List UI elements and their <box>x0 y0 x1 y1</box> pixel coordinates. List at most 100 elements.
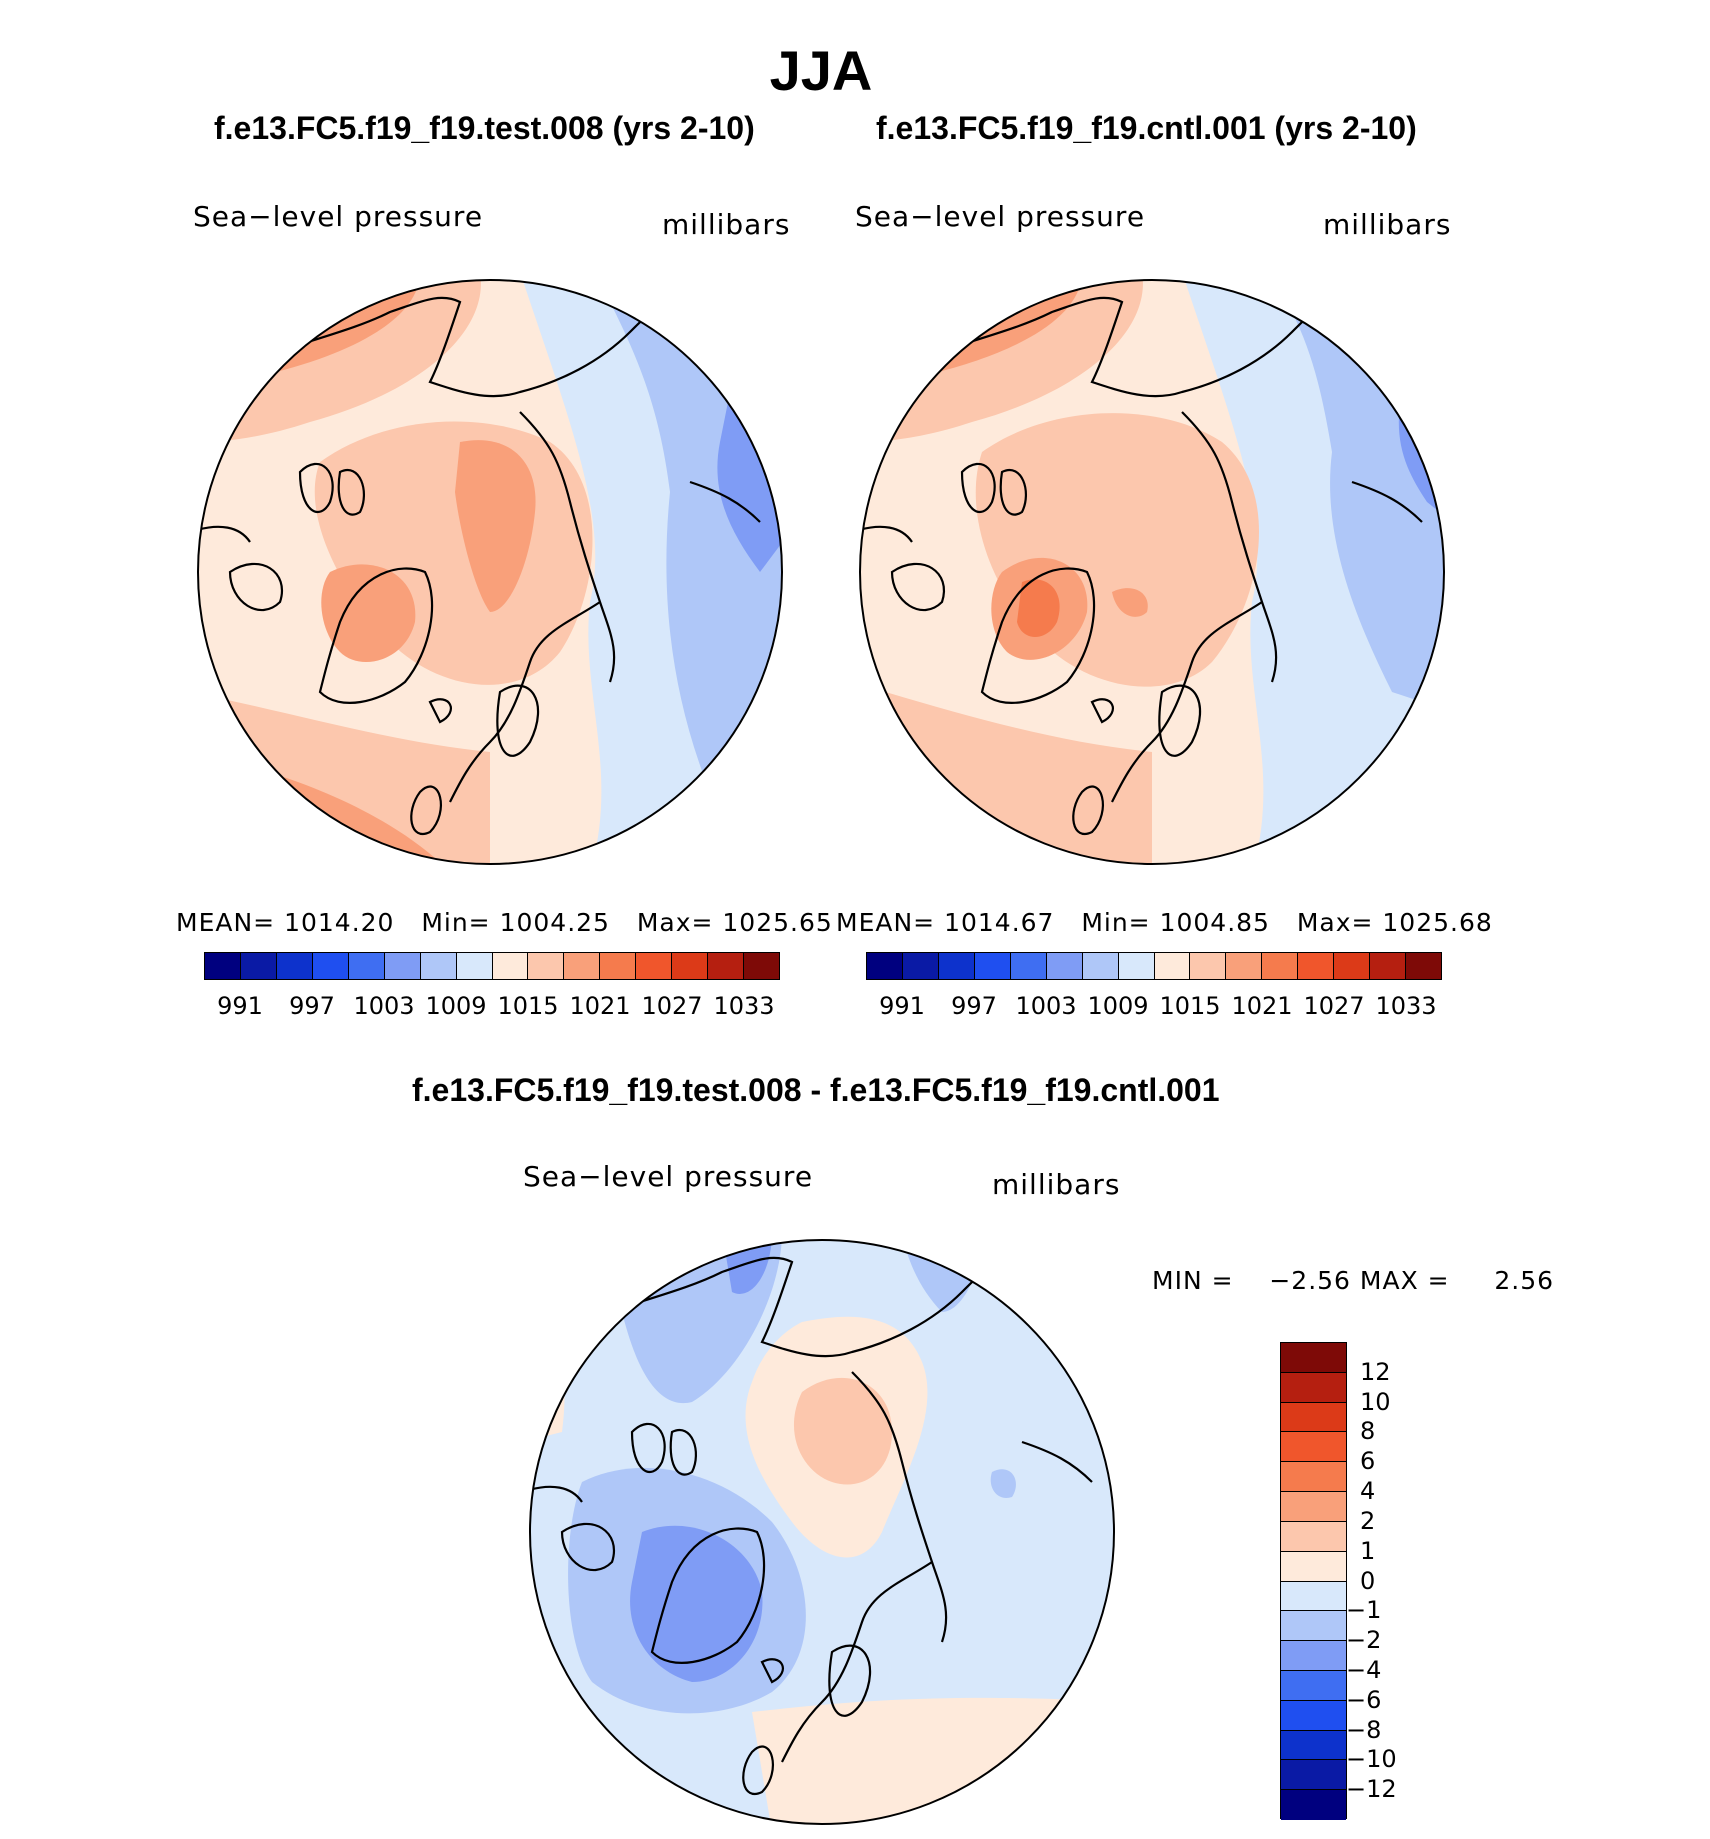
difference-tick-label: 4 <box>1360 1477 1376 1506</box>
difference-color-swatch <box>1281 1551 1346 1582</box>
negative-anomaly-core <box>630 1525 763 1682</box>
coastlines <box>198 296 761 836</box>
panel-1-map <box>197 279 783 865</box>
difference-tick-label: −2 <box>1346 1626 1382 1655</box>
mean-label: MEAN= <box>176 908 276 937</box>
min-label: Min= <box>1081 908 1151 937</box>
high-pressure-core <box>455 440 536 612</box>
negative-anomaly <box>990 1469 1016 1498</box>
difference-color-swatch <box>1281 1611 1346 1642</box>
difference-color-swatch <box>1281 1730 1346 1761</box>
panel-2-tick-label: 1009 <box>1087 992 1149 1020</box>
map-boundary <box>859 279 1445 865</box>
panel-2-color-swatch <box>1262 953 1299 979</box>
panel-1-color-swatch <box>456 953 493 979</box>
panel-1-variable: Sea−level pressure <box>193 200 484 233</box>
panel-2-color-swatch <box>902 953 939 979</box>
panel-2-color-swatch <box>1118 953 1155 979</box>
min-value: −2.56 <box>1269 1266 1351 1295</box>
panel-1-tick-label: 997 <box>289 992 335 1020</box>
panel-1-color-swatch <box>744 953 779 979</box>
panel-2-tick-label: 1015 <box>1159 992 1221 1020</box>
difference-colorbar-ticks: 12 10 8 6 4 2 1 0 −1 −2 −4 −6 −8 −10 −12 <box>1346 1342 1460 1819</box>
panel-1-color-swatch <box>205 953 241 979</box>
panel-1-color-swatch <box>420 953 457 979</box>
panel-1-color-swatch <box>348 953 385 979</box>
panel-2-color-swatch <box>974 953 1011 979</box>
difference-tick-label: 0 <box>1360 1566 1376 1595</box>
panel-1-stats: MEAN= 1014.20 Min= 1004.25 Max= 1025.65 <box>176 908 833 937</box>
difference-tick-label: −6 <box>1346 1685 1382 1714</box>
mean-value: 1014.20 <box>284 908 395 937</box>
panel-2-color-swatch <box>1010 953 1047 979</box>
panel-1-tick-label: 1003 <box>353 992 415 1020</box>
panel-1-color-swatch <box>672 953 709 979</box>
panel-1-color-swatch <box>312 953 349 979</box>
panel-1-tick-label: 1021 <box>569 992 631 1020</box>
panel-1-color-swatch <box>564 953 601 979</box>
figure-title: JJA <box>769 39 873 102</box>
difference-tick-label: 10 <box>1360 1387 1391 1416</box>
panel-2-units: millibars <box>1323 208 1452 241</box>
difference-color-swatch <box>1281 1700 1346 1731</box>
difference-color-swatch <box>1281 1581 1346 1612</box>
difference-color-swatch <box>1281 1641 1346 1671</box>
panel-2-stats: MEAN= 1014.67 Min= 1004.85 Max= 1025.68 <box>836 908 1493 937</box>
mean-value: 1014.67 <box>944 908 1055 937</box>
panel-2-title: f.e13.FC5.f19_f19.cntl.001 (yrs 2-10) <box>876 110 1417 146</box>
panel-2-colorbar <box>866 952 1442 980</box>
difference-color-swatch <box>1281 1402 1346 1433</box>
difference-tick-label: 2 <box>1360 1506 1376 1535</box>
min-label: Min= <box>421 908 491 937</box>
max-value: 1025.65 <box>722 908 833 937</box>
map-boundary <box>197 279 783 865</box>
max-label: MAX = <box>1359 1266 1450 1295</box>
difference-color-swatch <box>1281 1372 1346 1403</box>
panel-2-color-swatch <box>1190 953 1227 979</box>
difference-color-swatch <box>1281 1760 1346 1791</box>
difference-color-swatch <box>1281 1790 1346 1820</box>
max-label: Max= <box>636 908 714 937</box>
min-value: 1004.85 <box>1159 908 1270 937</box>
mean-label: MEAN= <box>836 908 936 937</box>
panel-1-tick-label: 991 <box>217 992 263 1020</box>
panel-2-color-swatch <box>1406 953 1441 979</box>
panel-2-color-swatch <box>1226 953 1263 979</box>
difference-tick-label: −8 <box>1346 1715 1382 1744</box>
panel-1-color-swatch <box>384 953 421 979</box>
max-value: 2.56 <box>1494 1266 1555 1295</box>
difference-colorbar <box>1280 1342 1347 1820</box>
max-label: Max= <box>1296 908 1374 937</box>
panel-2-tick-label: 1027 <box>1303 992 1365 1020</box>
positive-anomaly-core <box>793 1377 892 1485</box>
positive-anomaly <box>530 1292 565 1442</box>
map-boundary <box>529 1239 1115 1825</box>
difference-tick-label: −1 <box>1346 1596 1382 1625</box>
panel-2-color-swatch <box>1046 953 1083 979</box>
difference-map <box>529 1239 1115 1825</box>
difference-color-swatch <box>1281 1521 1346 1552</box>
difference-variable: Sea−level pressure <box>523 1160 814 1193</box>
panel-2-color-swatch <box>1154 953 1191 979</box>
panel-2-color-swatch <box>1082 953 1119 979</box>
difference-tick-label: 12 <box>1360 1357 1391 1386</box>
difference-color-swatch <box>1281 1432 1346 1463</box>
panel-2-color-swatch <box>938 953 975 979</box>
panel-2-color-swatch <box>1370 953 1407 979</box>
min-label: MIN = <box>1152 1266 1234 1295</box>
difference-color-swatch <box>1281 1670 1346 1701</box>
panel-2-tick-label: 997 <box>951 992 997 1020</box>
panel-1-tick-label: 1009 <box>425 992 487 1020</box>
panel-1-tick-label: 1033 <box>713 992 775 1020</box>
panel-1-tick-label: 1015 <box>497 992 559 1020</box>
panel-1-tick-label: 1027 <box>641 992 703 1020</box>
panel-2-variable: Sea−level pressure <box>855 200 1146 233</box>
panel-2-tick-label: 1033 <box>1375 992 1437 1020</box>
panel-2-tick-label: 1021 <box>1231 992 1293 1020</box>
difference-stats: MIN = −2.56 MAX = 2.56 <box>1152 1266 1554 1295</box>
difference-units: millibars <box>992 1168 1121 1201</box>
difference-tick-label: 8 <box>1360 1417 1376 1446</box>
panel-2-color-swatch <box>1298 953 1335 979</box>
panel-2-map <box>859 279 1445 865</box>
panel-2-color-swatch <box>867 953 903 979</box>
